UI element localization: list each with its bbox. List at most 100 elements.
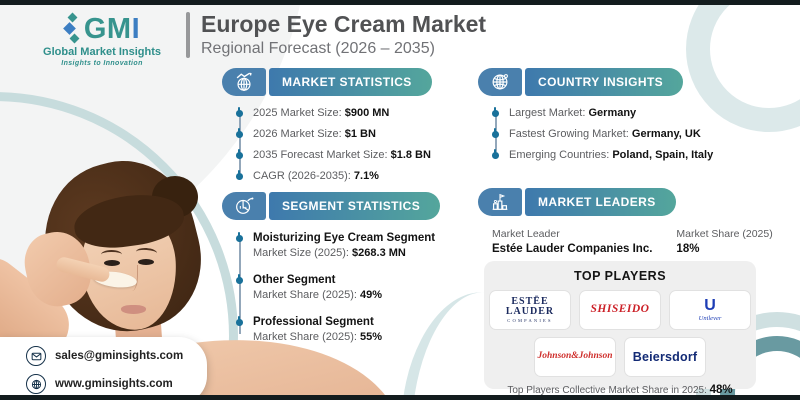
title-accent-bar xyxy=(186,12,190,59)
country-insights-section: COUNTRY INSIGHTS Largest Market: Germany… xyxy=(478,68,770,161)
list-item: CAGR (2026-2035): 7.1% xyxy=(236,170,466,182)
globe-icon xyxy=(26,374,46,394)
segment-statistics-list: Moisturizing Eye Cream Segment Market Si… xyxy=(236,232,472,343)
market-leader-value: Estée Lauder Companies Inc. xyxy=(492,243,653,255)
pie-chart-icon xyxy=(222,192,266,220)
johnson-johnson-logo-text: Johnson&Johnson xyxy=(537,351,613,362)
segment-value: 55% xyxy=(360,331,383,343)
bullet-icon xyxy=(236,128,243,138)
stat-value: Poland, Spain, Italy xyxy=(612,149,714,161)
gmi-logo-text: GMI xyxy=(83,12,141,45)
contact-card: sales@gminsights.com www.gminsights.com xyxy=(0,337,208,400)
gmi-logo: GMI Global Market Insights Insights to I… xyxy=(22,12,182,67)
market-share-label: Market Share (2025) xyxy=(676,228,773,240)
segment-title: Other Segment xyxy=(236,274,472,286)
segment-item: Moisturizing Eye Cream Segment Market Si… xyxy=(236,232,472,259)
segment-value-line: Market Share (2025): 55% xyxy=(253,331,472,343)
estee-lauder-line2: LAUDER xyxy=(505,305,555,317)
market-share-value: 18% xyxy=(676,243,700,255)
segment-label: Market Share (2025): xyxy=(253,289,357,301)
top-players-footer: Top Players Collective Market Share in 2… xyxy=(484,384,756,396)
segment-label: Market Size (2025): xyxy=(253,247,349,259)
market-statistics-list: 2025 Market Size: $900 MN 2026 Market Si… xyxy=(236,107,466,182)
beiersdorf-logo-text: Beiersdorf xyxy=(632,349,698,364)
market-leaders-heading: MARKET LEADERS xyxy=(525,188,676,216)
stat-value: Germany xyxy=(588,107,637,119)
header: Europe Eye Cream Market Regional Forecas… xyxy=(186,11,486,59)
gmi-logo-gm: GM xyxy=(83,12,132,45)
johnson-johnson-logo: Johnson&Johnson xyxy=(534,337,616,377)
beiersdorf-logo: Beiersdorf xyxy=(624,337,706,377)
stat-label: 2025 Market Size: xyxy=(253,107,342,119)
list-item: Fastest Growing Market: Germany, UK xyxy=(492,128,770,140)
page-subtitle: Regional Forecast (2026 – 2035) xyxy=(201,40,435,58)
segment-title: Moisturizing Eye Cream Segment xyxy=(236,232,472,244)
gmi-diamond-logo-mark xyxy=(62,12,81,45)
segment-value-line: Market Size (2025): $268.3 MN xyxy=(253,247,472,259)
stat-value: 7.1% xyxy=(353,170,379,182)
globe-grid-icon xyxy=(478,68,522,96)
stat-label: 2026 Market Size: xyxy=(253,128,342,140)
bullet-icon xyxy=(236,316,243,326)
unilever-logo-text: Unilever xyxy=(698,314,722,322)
globe-chart-icon xyxy=(222,68,266,96)
bullet-icon xyxy=(236,232,243,242)
brand-name: Global Market Insights xyxy=(43,46,161,58)
list-item: 2025 Market Size: $900 MN xyxy=(236,107,466,119)
bottom-frame-bar xyxy=(0,395,800,400)
email-icon xyxy=(26,346,46,366)
email-row[interactable]: sales@gminsights.com xyxy=(26,346,183,366)
segment-item: Professional Segment Market Share (2025)… xyxy=(236,316,472,343)
bullet-icon xyxy=(236,170,243,180)
segment-title-text: Other Segment xyxy=(253,274,336,286)
stat-label: Fastest Growing Market: xyxy=(509,128,629,140)
bullet-icon xyxy=(492,107,499,117)
market-leaders-section: MARKET LEADERS Market Leader Estée Laude… xyxy=(478,188,773,255)
bullet-icon xyxy=(236,107,243,117)
market-leaders-body: Market Leader Estée Lauder Companies Inc… xyxy=(492,228,773,255)
bullet-icon xyxy=(236,149,243,159)
stat-value: $1 BN xyxy=(344,128,376,140)
bullet-icon xyxy=(492,149,499,159)
segment-statistics-section: SEGMENT STATISTICS Moisturizing Eye Crea… xyxy=(222,192,472,343)
segment-value: 49% xyxy=(360,289,383,301)
segment-value: $268.3 MN xyxy=(352,247,406,259)
market-statistics-section: MARKET STATISTICS 2025 Market Size: $900… xyxy=(222,68,466,182)
website-row[interactable]: www.gminsights.com xyxy=(26,374,183,394)
gmi-logo-i: I xyxy=(131,12,141,45)
country-insights-heading: COUNTRY INSIGHTS xyxy=(525,68,684,96)
stat-value: $900 MN xyxy=(344,107,390,119)
segment-statistics-heading: SEGMENT STATISTICS xyxy=(269,192,441,220)
top-players-row-1: ESTĒE LAUDER COMPANIES SHISEIDO U Unilev… xyxy=(484,290,756,330)
list-connector-line xyxy=(239,239,241,334)
shiseido-logo: SHISEIDO xyxy=(579,290,661,330)
brand-tagline: Insights to Innovation xyxy=(61,60,143,67)
segment-label: Market Share (2025): xyxy=(253,331,357,343)
contact-website[interactable]: www.gminsights.com xyxy=(55,378,173,390)
leader-podium-icon xyxy=(478,188,522,216)
bullet-icon xyxy=(236,274,243,284)
stat-value: $1.8 BN xyxy=(390,149,431,161)
list-item: Largest Market: Germany xyxy=(492,107,770,119)
estee-lauder-line3: COMPANIES xyxy=(507,317,553,323)
market-leader-block: Market Leader Estée Lauder Companies Inc… xyxy=(492,228,652,255)
list-item: 2035 Forecast Market Size: $1.8 BN xyxy=(236,149,466,161)
list-item: 2026 Market Size: $1 BN xyxy=(236,128,466,140)
bullet-icon xyxy=(492,128,499,138)
top-players-heading: TOP PLAYERS xyxy=(573,269,667,283)
segment-value-line: Market Share (2025): 49% xyxy=(253,289,472,301)
segment-title-text: Moisturizing Eye Cream Segment xyxy=(253,232,436,244)
top-players-footer-label: Top Players Collective Market Share in 2… xyxy=(507,385,707,396)
list-connector-line xyxy=(239,114,241,173)
unilever-monogram: U xyxy=(704,296,716,314)
country-insights-list: Largest Market: Germany Fastest Growing … xyxy=(492,107,770,161)
stat-label: CAGR (2026-2035): xyxy=(253,170,351,182)
contact-email[interactable]: sales@gminsights.com xyxy=(55,350,184,362)
shiseido-logo-text: SHISEIDO xyxy=(590,303,650,316)
segment-item: Other Segment Market Share (2025): 49% xyxy=(236,274,472,301)
stat-label: 2035 Forecast Market Size: xyxy=(253,149,388,161)
estee-lauder-line1: ESTĒE xyxy=(511,295,549,307)
estee-lauder-logo: ESTĒE LAUDER COMPANIES xyxy=(489,290,571,330)
market-statistics-heading: MARKET STATISTICS xyxy=(269,68,432,96)
